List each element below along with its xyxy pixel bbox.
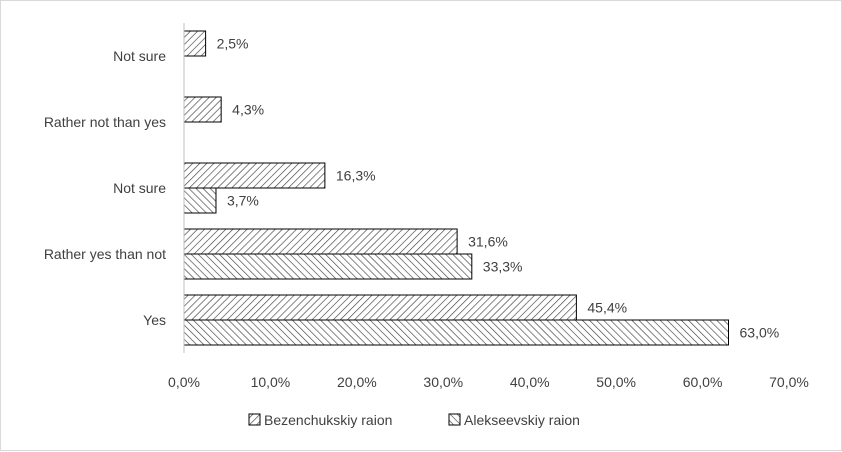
bar-bezenchukskiy [183,30,207,57]
data-label: 33,3% [483,259,523,275]
bar-alekseevskiy [183,253,473,280]
data-label: 45,4% [587,300,627,316]
category-label: Not sure [113,48,166,64]
x-tick-label: 20,0% [337,374,377,390]
data-label: 2,5% [217,36,249,52]
category-label: Not sure [113,180,166,196]
data-label: 16,3% [336,168,376,184]
x-tick-label: 10,0% [251,374,291,390]
x-tick-label: 60,0% [683,374,723,390]
legend-label: Alekseevskiy raion [464,412,580,428]
bar-alekseevskiy [183,187,217,214]
bar-bezenchukskiy [183,294,577,321]
data-label: 4,3% [232,102,264,118]
data-label: 63,0% [740,325,780,341]
bar-alekseevskiy [183,319,729,346]
bar-bezenchukskiy [183,162,326,189]
x-tick-label: 30,0% [423,374,463,390]
x-tick-label: 40,0% [510,374,550,390]
data-label: 3,7% [227,193,259,209]
legend-label: Bezenchukskiy raion [264,412,392,428]
legend-swatch [448,413,461,426]
data-label: 31,6% [468,234,508,250]
x-tick-label: 50,0% [596,374,636,390]
bar-bezenchukskiy [183,228,458,255]
category-label: Yes [143,312,166,328]
bar-bezenchukskiy [183,96,222,123]
x-tick-label: 0,0% [168,374,200,390]
category-label: Rather not than yes [44,114,166,130]
legend-swatch [248,413,261,426]
category-label: Rather yes than not [44,246,166,262]
x-tick-label: 70,0% [769,374,809,390]
